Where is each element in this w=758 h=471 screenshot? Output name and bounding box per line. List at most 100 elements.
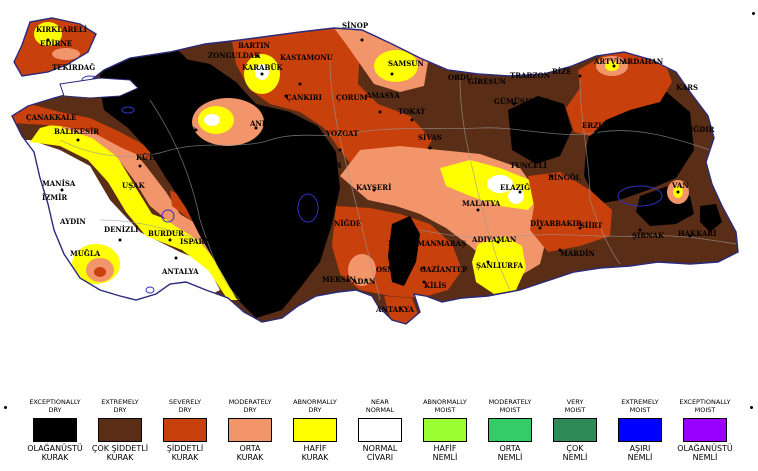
legend-label-tr: OLAĞANÜSTÜ NEMLİ bbox=[677, 444, 733, 462]
city-label-mardin: MARDİN bbox=[560, 249, 595, 258]
legend-label-tr: ÇOK ŞİDDETLİ KURAK bbox=[91, 444, 149, 462]
city-label-nigde: NİĞDE bbox=[334, 219, 361, 228]
city-label-mersin: MERSİN bbox=[322, 275, 356, 284]
city-label-artvin: ARTVİN bbox=[593, 57, 626, 66]
region-exceptionally-dry-erzurum bbox=[584, 90, 694, 204]
city-label-tunceli: TUNCELİ bbox=[510, 161, 547, 170]
legend-label-en: EXCEPTIONALLY DRY bbox=[29, 398, 81, 414]
city-label-kahramanmaras: KAHRAMANMARAŞ bbox=[388, 239, 466, 248]
city-label-eskisehir: EŞKİ bbox=[176, 127, 196, 136]
region-moderately-dry-adana bbox=[348, 254, 376, 286]
city-label-bingol: BİNGÖL bbox=[548, 173, 581, 182]
legend-item-abnormally-dry: ABNORMALLY DRY HAFİF KURAK bbox=[282, 396, 348, 462]
city-label-karabuk: KARABÜK bbox=[242, 63, 284, 72]
legend: EXCEPTIONALLY DRY OLAĞANÜSTÜ KURAK EXTRE… bbox=[0, 396, 758, 471]
city-label-kirsehir: KIRŞEHİR bbox=[300, 161, 341, 170]
region-exceptionally-dry-kahramanmaras bbox=[388, 216, 420, 286]
city-label-kastamonu: KASTAMONU bbox=[280, 53, 333, 62]
legend-swatch bbox=[488, 418, 532, 442]
legend-label-en: VERY MOIST bbox=[564, 398, 586, 414]
city-label-samsun: SAMSUN bbox=[388, 59, 424, 68]
city-label-corum: ÇORUM bbox=[336, 93, 368, 102]
legend-item-severely-dry: SEVERELY DRY ŞİDDETLİ KURAK bbox=[152, 396, 218, 462]
legend-label-en: NEAR NORMAL bbox=[365, 398, 395, 414]
legend-label-en: SEVERELY DRY bbox=[168, 398, 202, 414]
city-label-adana: ADAN bbox=[351, 277, 376, 286]
legend-swatch bbox=[618, 418, 662, 442]
city-label-usak: UŞAK bbox=[122, 181, 146, 190]
legend-swatch bbox=[228, 418, 272, 442]
city-label-malatya: MALATYA bbox=[462, 199, 501, 208]
city-label-edirne: EDİRNE bbox=[40, 39, 72, 48]
province-borders bbox=[59, 59, 737, 301]
legend-label-en: EXTREMELY MOIST bbox=[621, 398, 659, 414]
city-label-isparta: ISPARTA bbox=[180, 237, 215, 246]
region-exceptionally-dry-kirsehir bbox=[258, 170, 282, 194]
region-abnormally-dry-edirne bbox=[34, 22, 62, 46]
legend-label-en: ABNORMALLY DRY bbox=[293, 398, 337, 414]
city-label-kutahya: KÜTA bbox=[136, 153, 159, 162]
region-severely-dry-artvin bbox=[566, 50, 672, 136]
region-severely-dry-mugla bbox=[94, 267, 106, 277]
city-label-tokat: TOKAT bbox=[398, 107, 426, 116]
legend-label-tr: HAFİF KURAK bbox=[301, 444, 329, 462]
city-label-adiyaman: ADIYAMAN bbox=[471, 235, 517, 244]
legend-label-en: MODERATELY MOIST bbox=[488, 398, 532, 414]
legend-item-abnormally-moist: ABNORMALLY MOIST HAFİF NEMLİ bbox=[412, 396, 478, 462]
region-severely-dry-north bbox=[230, 28, 432, 176]
legend-item-moderately-dry: MODERATELY DRY ORTA KURAK bbox=[217, 396, 283, 462]
legend-label-en: MODERATELY DRY bbox=[228, 398, 272, 414]
legend-label-tr: OLAĞANÜSTÜ KURAK bbox=[27, 444, 83, 462]
city-label-osmaniye: OSM bbox=[376, 265, 395, 274]
city-label-antakya: ANTAKYA bbox=[375, 305, 415, 314]
legend-swatch bbox=[423, 418, 467, 442]
legend-label-tr: ORTA KURAK bbox=[236, 444, 264, 462]
legend-item-very-moist: VERY MOIST ÇOK NEMLİ bbox=[542, 396, 608, 462]
city-label-hakkari: HAKKARİ bbox=[678, 229, 716, 238]
coastline bbox=[11, 17, 739, 325]
city-label-giresun: GİRESUN bbox=[468, 77, 507, 86]
legend-item-exceptionally-dry: EXCEPTIONALLY DRY OLAĞANÜSTÜ KURAK bbox=[22, 396, 88, 462]
city-label-denizli: DENİZLİ bbox=[104, 225, 138, 234]
region-near-normal-ankara bbox=[204, 114, 220, 126]
region-near-normal-karabuk bbox=[255, 64, 269, 80]
city-label-cankiri: ÇANKIRI bbox=[286, 93, 322, 102]
city-label-sirnak: ŞIRNAK bbox=[632, 231, 665, 240]
city-label-gaziantep: GAZİANTEP bbox=[420, 265, 468, 274]
region-moderately-dry-tekirdag bbox=[52, 48, 80, 60]
region-abnormally-dry-west bbox=[30, 120, 240, 300]
legend-swatch bbox=[163, 418, 207, 442]
corner-dot-bottom-left bbox=[4, 406, 7, 409]
region-exceptionally-dry-hakkari bbox=[700, 204, 722, 232]
corner-dot-top-right bbox=[752, 12, 755, 15]
city-label-kirklareli: KIRKLARELİ bbox=[36, 25, 87, 34]
city-label-ordu: ORDU bbox=[448, 73, 472, 82]
city-label-zonguldak: ZONGULDAK bbox=[208, 51, 261, 60]
city-labels: KIRKLARELİ EDİRNE TEKİRDAĞ ÇANAKKALE BAL… bbox=[26, 21, 716, 314]
legend-swatch bbox=[98, 418, 142, 442]
legend-swatch bbox=[293, 418, 337, 442]
legend-label-tr: AŞIRI NEMLİ bbox=[627, 444, 653, 462]
region-exceptionally-dry-central bbox=[100, 56, 340, 318]
legend-swatch bbox=[553, 418, 597, 442]
city-label-diyarbakir: DİYARBAKIR bbox=[530, 219, 582, 228]
city-label-igdir: IĞDIR bbox=[690, 125, 715, 134]
city-label-canakkale: ÇANAKKALE bbox=[26, 113, 76, 122]
legend-swatch bbox=[33, 418, 77, 442]
marmara-sea bbox=[59, 77, 139, 99]
legend-label-tr: ŞİDDETLİ KURAK bbox=[166, 444, 204, 462]
legend-label-tr: HAFİF NEMLİ bbox=[432, 444, 458, 462]
region-abnormally-dry-samsun bbox=[374, 50, 418, 82]
city-dots bbox=[46, 38, 692, 310]
city-label-sivas: SİVAS bbox=[418, 133, 442, 142]
city-label-antalya: ANTALYA bbox=[161, 267, 199, 276]
city-label-elazig: ELAZIĞ bbox=[500, 183, 530, 192]
city-label-rize: RİZE bbox=[552, 67, 572, 76]
legend-item-extremely-moist: EXTREMELY MOIST AŞIRI NEMLİ bbox=[607, 396, 673, 462]
legend-label-en: EXCEPTIONALLY MOIST bbox=[679, 398, 731, 414]
city-label-siirt: SİİRT bbox=[580, 221, 603, 230]
city-label-mugla: MUĞLA bbox=[70, 249, 101, 258]
legend-swatch bbox=[683, 418, 727, 442]
corner-dot-bottom-right bbox=[750, 406, 753, 409]
city-label-kayseri: KAYSERİ bbox=[356, 183, 391, 192]
